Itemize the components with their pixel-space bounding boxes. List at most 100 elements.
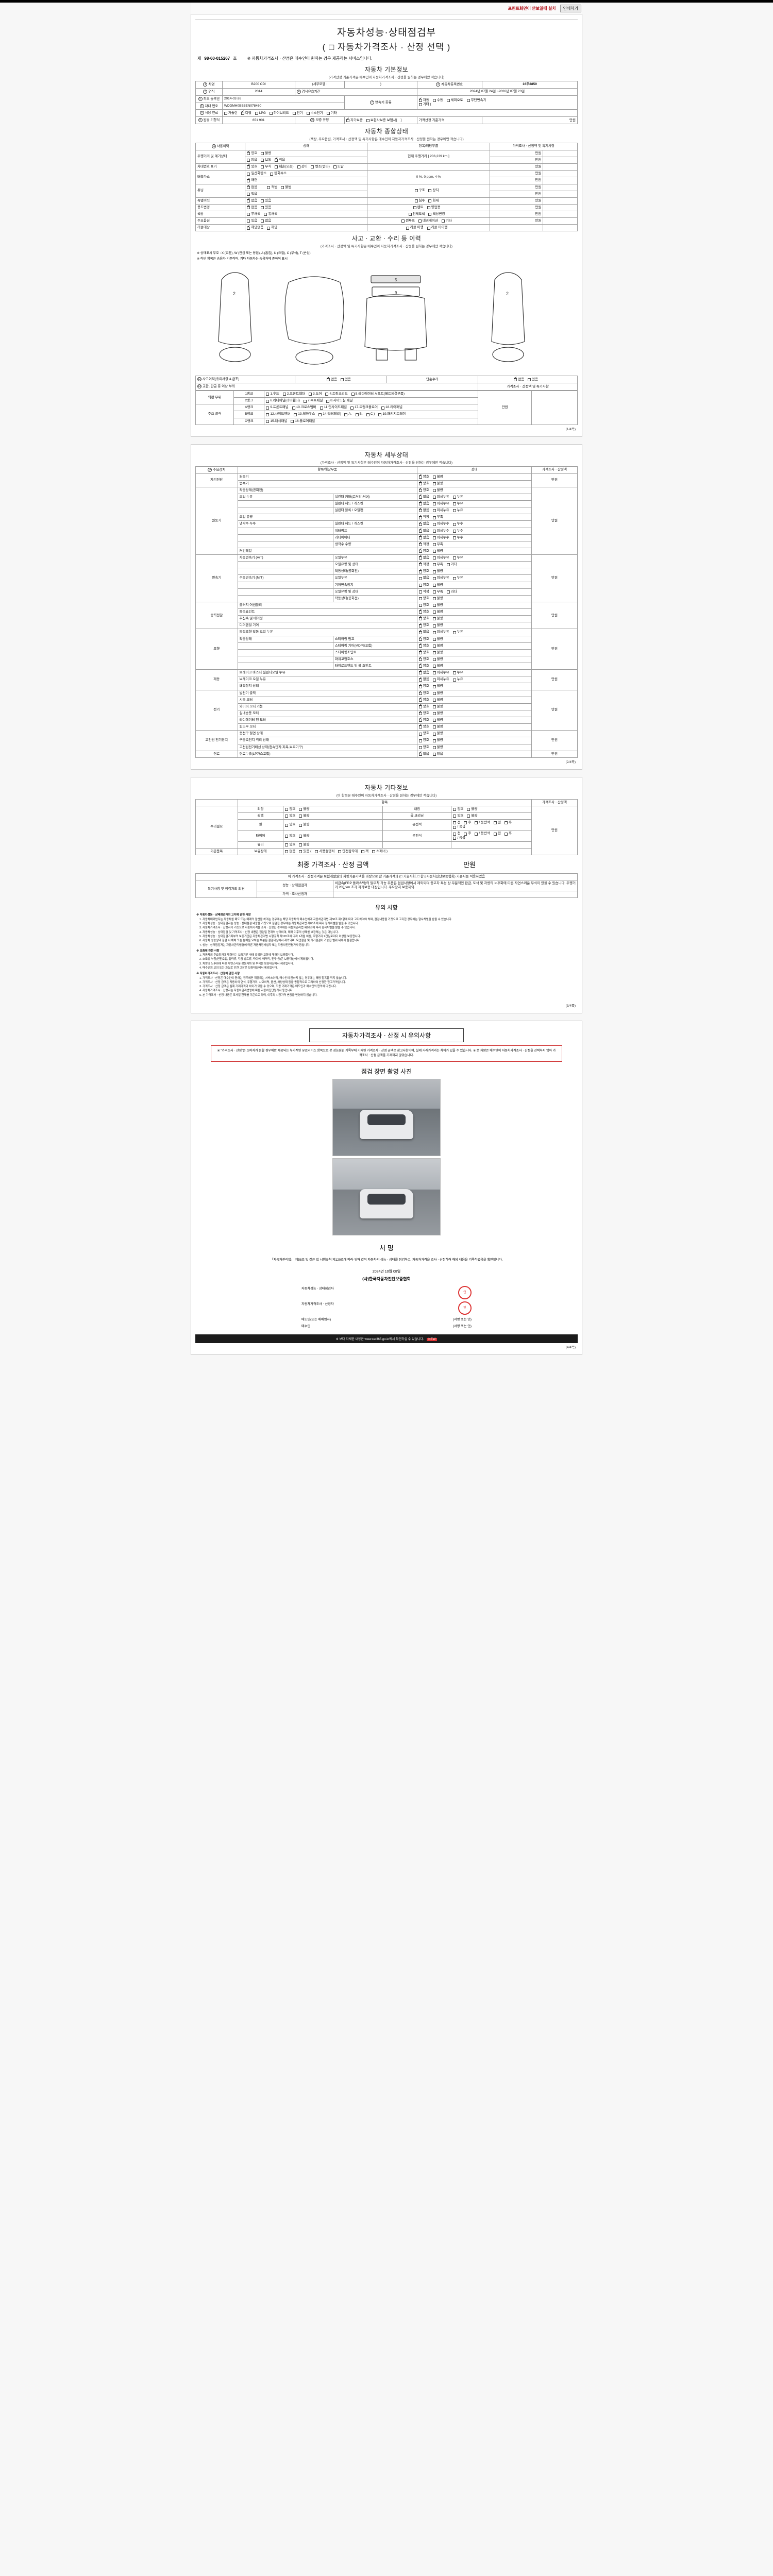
checkbox-icon[interactable] — [247, 225, 250, 230]
accident-history-options[interactable]: 없음 있음 — [294, 376, 387, 384]
detail-state-option[interactable]: 불량 — [432, 597, 443, 601]
print-button[interactable]: 인쇄하기 — [560, 4, 581, 12]
repair-left-options[interactable]: 양호 불량 — [283, 812, 383, 820]
checkbox-icon[interactable] — [266, 393, 270, 396]
repair-sub-option[interactable]: 후 — [504, 821, 512, 825]
checkbox-icon[interactable] — [418, 677, 422, 682]
checkbox-icon[interactable] — [366, 413, 369, 416]
checkbox-icon[interactable] — [325, 393, 329, 396]
checkbox-icon[interactable] — [326, 112, 330, 115]
checkbox-icon[interactable] — [247, 159, 250, 162]
checkbox-icon[interactable] — [418, 717, 422, 722]
detail-state-option[interactable]: 누수 — [452, 529, 463, 533]
overall-item-cell[interactable]: 리콜 이행 리콜 미이행 — [367, 224, 490, 232]
checkbox-icon[interactable] — [418, 650, 422, 655]
checkbox-icon[interactable] — [418, 97, 422, 103]
detail-state-option[interactable]: 양호 — [418, 481, 429, 486]
checkbox-icon[interactable] — [432, 529, 436, 533]
detail-state-option[interactable]: 불량 — [432, 617, 443, 621]
checkbox-icon[interactable] — [432, 611, 436, 614]
state-option[interactable]: 해당 — [267, 226, 277, 230]
item-option[interactable]: 썬루프 — [401, 219, 415, 223]
detail-state-option[interactable]: 없음 — [418, 535, 429, 540]
detail-state-option[interactable]: 양호 — [418, 738, 429, 742]
checkbox-icon[interactable] — [247, 164, 250, 169]
checkbox-icon[interactable] — [292, 406, 295, 410]
checkbox-icon[interactable] — [432, 536, 436, 539]
detail-state-cell[interactable]: 적정 부족 과다 — [416, 561, 532, 569]
checkbox-icon[interactable] — [418, 515, 422, 519]
detail-state-option[interactable]: 불량 — [432, 657, 443, 662]
repair-option[interactable]: 양호 — [285, 834, 295, 838]
checkbox-icon[interactable] — [285, 850, 289, 854]
item-option[interactable]: 리콜 미이행 — [427, 226, 447, 230]
detail-state-option[interactable]: 누유 — [452, 495, 463, 499]
transmission-option[interactable]: 무단변속기 — [466, 98, 486, 103]
transmission-other-option[interactable]: 기타 ( — [418, 103, 431, 107]
detail-state-option[interactable]: 불량 — [432, 684, 443, 688]
detail-state-cell[interactable]: 없음 미세누유 누유 — [416, 574, 532, 582]
checkbox-icon[interactable] — [418, 670, 422, 675]
detail-state-option[interactable]: 누수 — [452, 536, 463, 540]
state-option[interactable]: 양호 — [247, 150, 257, 156]
item-option[interactable]: 리콜 이행 — [406, 226, 424, 230]
detail-state-option[interactable]: 미세누유 — [432, 630, 449, 634]
checkbox-icon[interactable] — [333, 165, 337, 169]
detail-state-option[interactable]: 미세누유 — [432, 556, 449, 560]
detail-state-option[interactable]: 양호 — [418, 663, 429, 668]
detail-state-option[interactable]: 불량 — [432, 711, 443, 716]
detail-state-option[interactable]: 양호 — [418, 697, 429, 702]
checkbox-icon[interactable] — [427, 226, 430, 230]
checkbox-icon[interactable] — [418, 739, 422, 742]
detail-state-option[interactable]: 적정 — [418, 541, 429, 547]
detail-state-option[interactable]: 양호 — [418, 616, 429, 621]
checkbox-icon[interactable] — [446, 99, 450, 103]
checkbox-icon[interactable] — [453, 808, 457, 811]
detail-state-option[interactable]: 누유 — [452, 677, 463, 682]
detail-state-option[interactable]: 있음 — [432, 752, 443, 756]
detail-state-cell[interactable]: 없음 있음 — [416, 750, 532, 758]
detail-state-cell[interactable]: 없음 미세누유 누유 — [416, 500, 532, 508]
repair-sub-option[interactable]: / 동반석 — [475, 832, 490, 836]
checkbox-icon[interactable] — [432, 543, 436, 547]
repair-option[interactable]: 불량 — [299, 843, 309, 847]
detail-state-option[interactable]: 불량 — [432, 718, 443, 722]
repair-option[interactable]: 불량 — [299, 807, 309, 811]
detail-state-cell[interactable]: 없음 미세누유 누유 — [416, 493, 532, 501]
part-option[interactable]: 8.사이드실 패널 — [326, 399, 352, 403]
checkbox-icon[interactable] — [418, 704, 422, 709]
detail-state-option[interactable]: 없음 — [418, 507, 429, 513]
item-option[interactable]: 구조 — [414, 189, 425, 193]
parts-items-cell[interactable]: 9.프론트패널 10.크로스멤버 11.인사이드패널 17.트렁크플로어 18.리어패널 — [264, 404, 479, 412]
checkbox-icon[interactable] — [418, 590, 422, 594]
detail-state-option[interactable]: 양호 — [418, 745, 429, 750]
state-option[interactable]: 보통 — [261, 158, 271, 162]
detail-state-option[interactable]: 양호 — [418, 583, 429, 587]
detail-state-cell[interactable]: 없음 미세누수 누수 — [416, 527, 532, 535]
checkbox-icon[interactable] — [432, 516, 436, 519]
repair-option[interactable]: 양호 — [285, 807, 295, 811]
detail-state-option[interactable]: 양호 — [418, 569, 429, 573]
simple-repair-option[interactable]: 있음 — [528, 378, 538, 382]
detail-state-option[interactable]: 누유 — [452, 502, 463, 506]
detail-state-option[interactable]: 부족 — [432, 590, 443, 594]
state-mid-option[interactable]: 적법 — [267, 185, 277, 190]
fuel-option[interactable]: 전기 — [292, 111, 303, 115]
state-option[interactable]: 없음 — [247, 184, 257, 190]
checkbox-icon[interactable] — [452, 522, 456, 526]
checkbox-icon[interactable] — [432, 644, 436, 648]
overall-item-cell[interactable]: 썬루프 네비게이션 기타 — [367, 217, 490, 225]
detail-state-option[interactable]: 없음 — [418, 630, 429, 634]
checkbox-icon[interactable] — [418, 569, 422, 573]
detail-state-option[interactable]: 불량 — [432, 603, 443, 607]
checkbox-icon[interactable] — [464, 832, 467, 836]
detail-state-cell[interactable]: 양호 불량 — [416, 642, 532, 650]
basic-item-option[interactable]: 있음 ( — [299, 850, 311, 854]
checkbox-icon[interactable] — [418, 487, 422, 493]
checkbox-icon[interactable] — [453, 825, 457, 829]
checkbox-icon[interactable] — [269, 112, 273, 115]
part-option[interactable]: 7.루프패널 — [303, 399, 323, 403]
checkbox-icon[interactable] — [432, 752, 436, 756]
part-option[interactable]: A, — [344, 412, 352, 416]
